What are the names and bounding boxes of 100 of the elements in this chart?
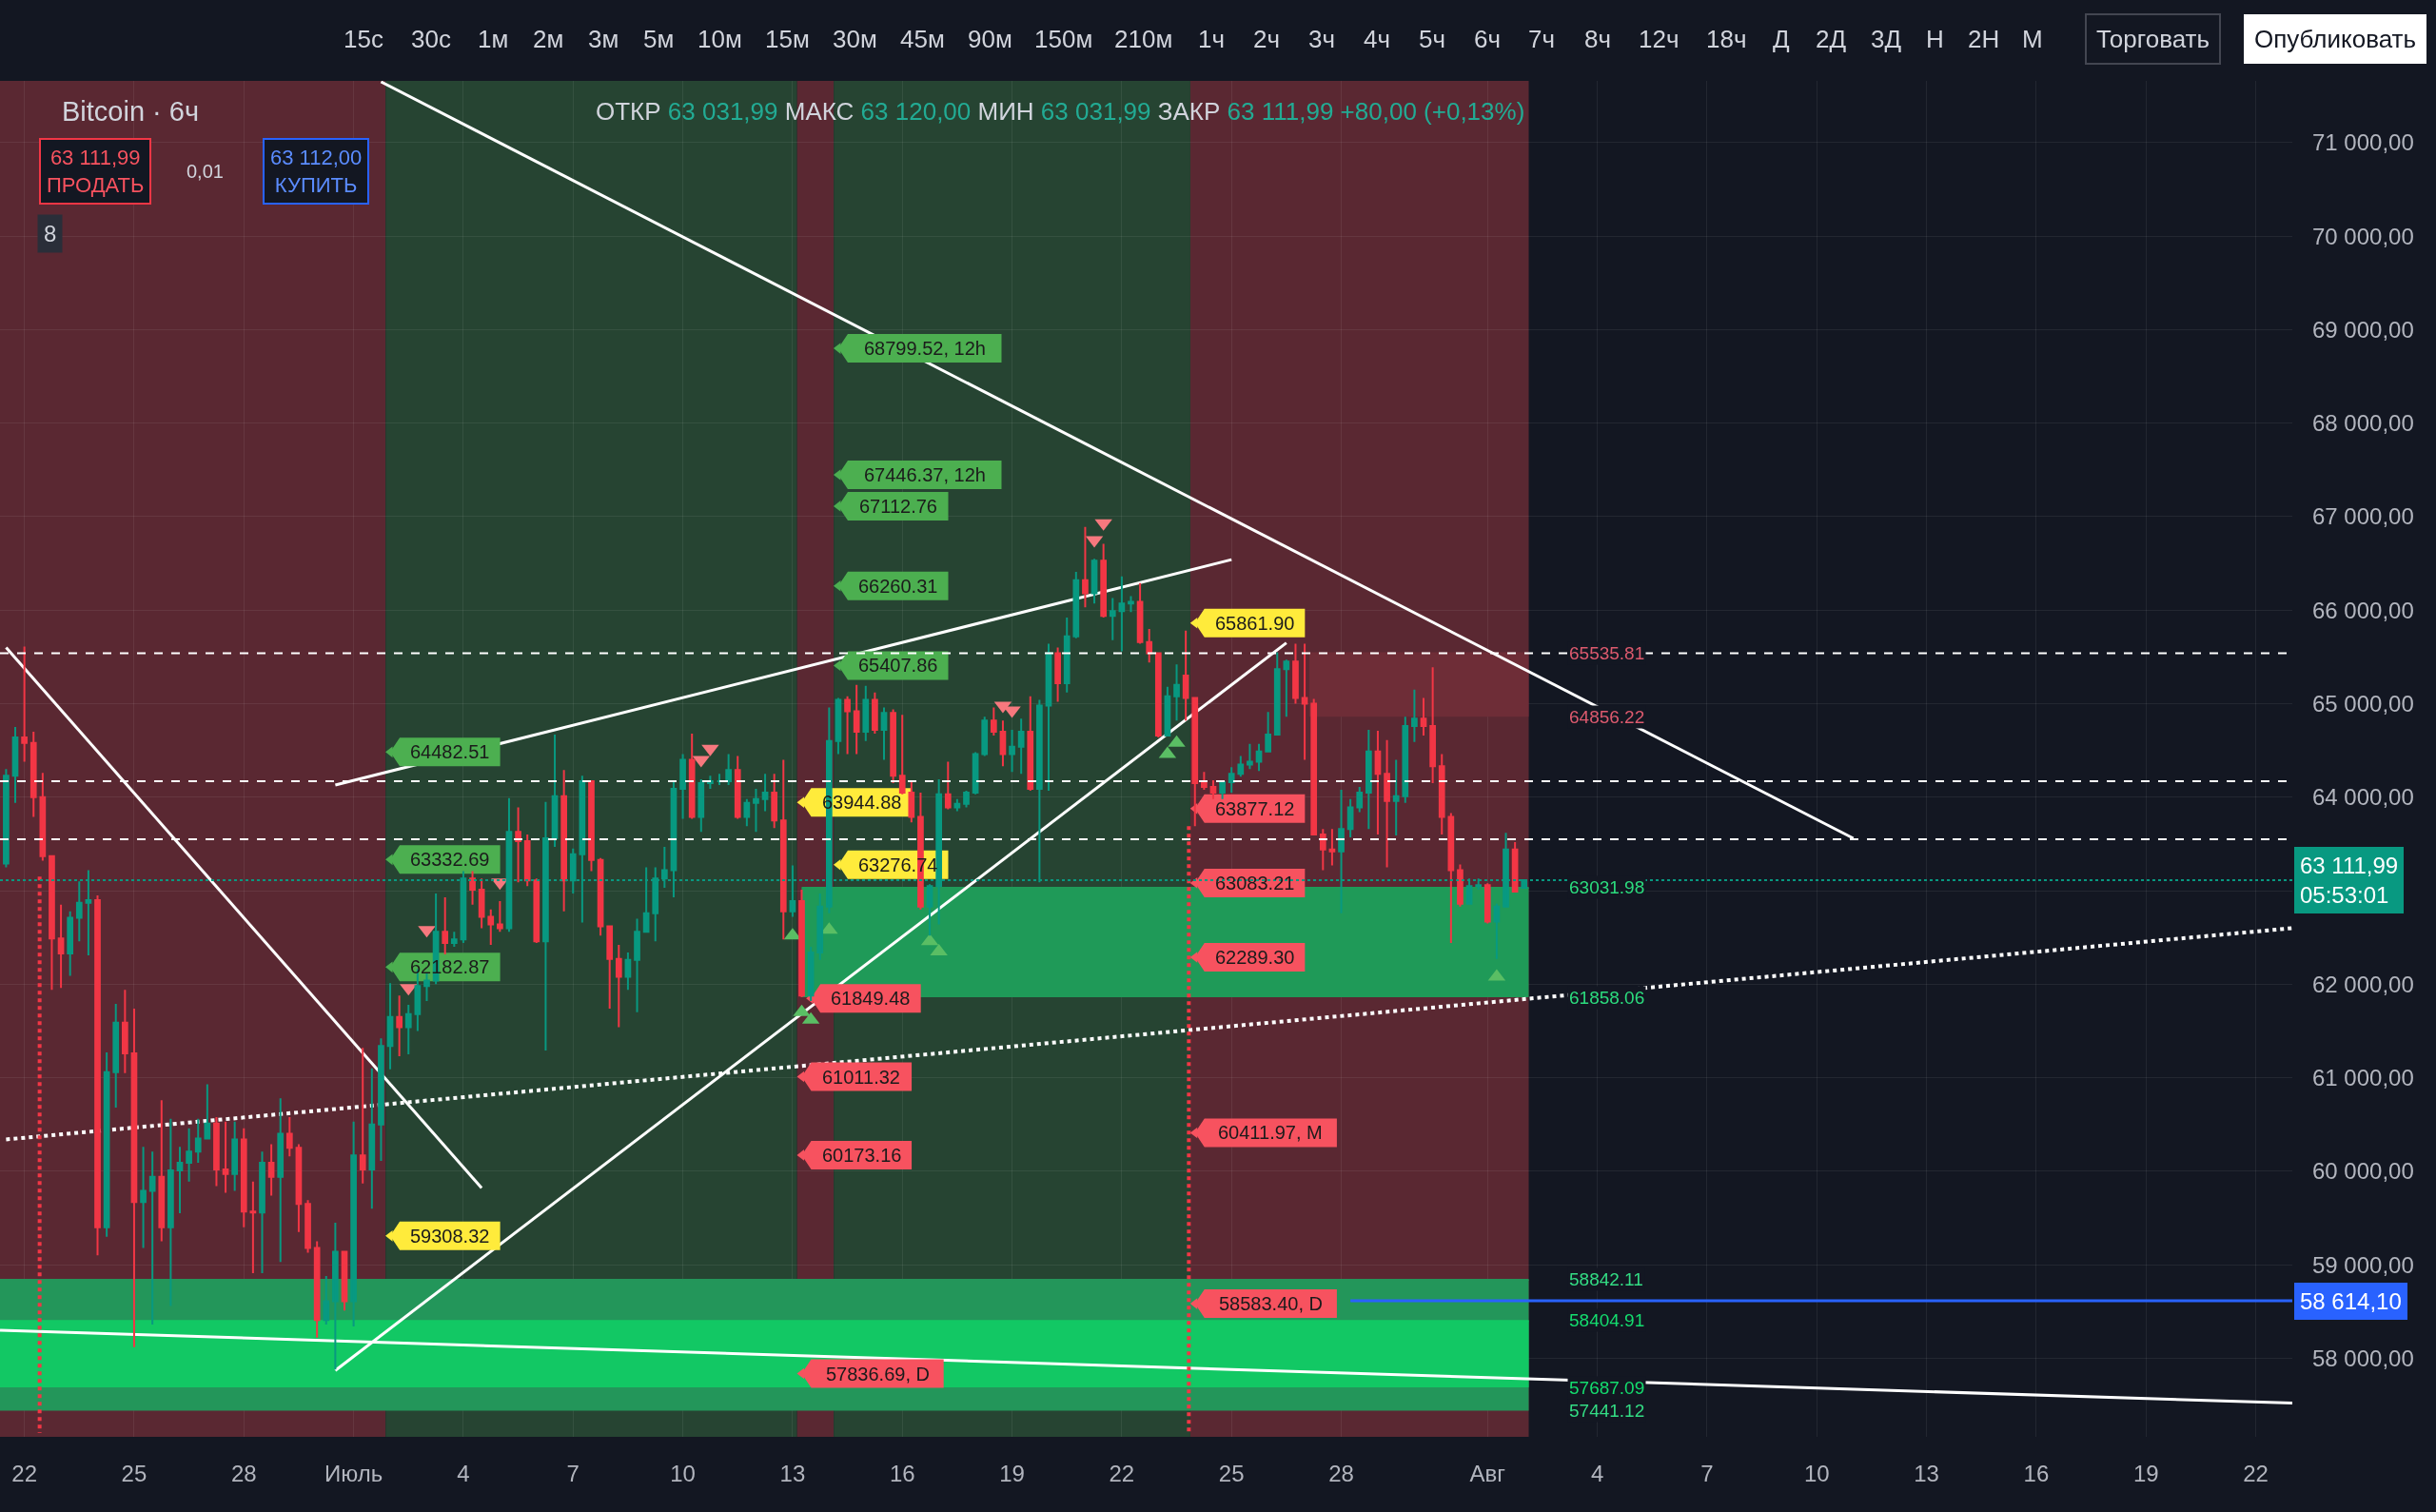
candlestick [3,768,10,869]
candlestick [130,1007,138,1348]
x-tick-label: 19 [999,1461,1025,1486]
candlestick [1411,688,1418,743]
candlestick [341,1250,348,1312]
text: 30с [411,25,451,53]
text: 7ч [1528,25,1556,53]
candlestick [140,1146,147,1249]
candlestick [478,877,485,930]
y-tick-label: 67 000,00 [2312,503,2414,530]
candlestick [606,925,614,1010]
x-tick-label: Июль [324,1461,383,1486]
candlestick [267,1143,275,1197]
candlestick [1054,646,1061,703]
candlestick [1118,575,1126,653]
x-tick-label: 7 [1700,1461,1714,1486]
candlestick [194,1117,202,1165]
candlestick [497,899,503,933]
candlestick [1319,828,1326,872]
data-label: 63332.69 [410,849,490,870]
candlestick [1173,663,1180,722]
candlestick [1283,658,1290,718]
y-tick-label: 65 000,00 [2312,690,2414,717]
y-tick-label: 59 000,00 [2312,1251,2414,1278]
text: Bitcoin · 6ч [62,96,200,128]
candlestick [734,755,741,820]
annotation: 58842.11 [1569,1269,1643,1289]
candlestick [1420,697,1427,736]
candlestick [1273,651,1281,736]
candlestick [378,1037,384,1163]
data-label: 61849.48 [831,988,911,1009]
text: Опубликовать [2254,25,2417,53]
annotation: 58404.91 [1569,1310,1645,1330]
candlestick [771,773,778,830]
data-label: 57836.69, D [826,1364,930,1384]
data-label: 63083.21 [1215,873,1295,893]
y-tick-label: 64 000,00 [2312,784,2414,811]
candlestick [624,951,632,992]
candlestick [551,733,559,848]
candlestick [990,706,997,736]
candlestick [1209,779,1217,800]
candlestick [688,732,696,820]
candlestick [1009,729,1015,774]
text: 6ч [1474,25,1502,53]
text: 45м [900,25,945,53]
candlestick [396,994,403,1058]
candlestick [634,917,640,1013]
candlestick [890,708,896,785]
annotation: 8 [44,221,57,246]
text: 3м [588,25,619,53]
candlestick [1182,629,1189,722]
candlestick [112,1002,120,1109]
candlestick [963,789,970,809]
candlestick [1374,730,1382,836]
candlestick [450,931,458,949]
candlestick [1493,902,1501,960]
text: Н [1926,25,1944,53]
candlestick [1247,742,1253,771]
text: Торговать [2096,25,2210,53]
text: 4ч [1364,25,1391,53]
candlestick [880,706,888,761]
candlestick [588,780,595,873]
candlestick [259,1150,265,1275]
y-tick-label: 66 000,00 [2312,597,2414,623]
candlestick [1063,617,1071,694]
candlestick [148,1150,156,1326]
candlestick [1384,738,1390,869]
x-tick-label: 10 [670,1461,696,1486]
data-label: 68799.52, 12h [864,338,986,359]
y-tick-label: 69 000,00 [2312,316,2414,343]
data-label: 60173.16 [822,1145,902,1166]
y-tick-label: 68 000,00 [2312,410,2414,437]
candlestick [29,731,37,818]
text: 15м [765,25,810,53]
data-label: 65407.86 [858,655,938,676]
y-tick-label: 71 000,00 [2312,129,2414,156]
candlestick [1447,812,1455,945]
annotation: 63 111,99 ПРОДАТЬ [47,146,145,197]
candlestick [1237,755,1245,778]
candlestick [1219,779,1226,800]
candlestick [953,797,961,813]
candlestick [11,726,19,804]
text: Д [1773,25,1790,53]
candlestick [1301,642,1308,761]
candlestick [523,834,531,888]
candlestick [697,778,705,834]
candlestick [249,1180,257,1275]
annotation: 57441.12 [1569,1401,1645,1421]
candlestick [1483,882,1491,925]
candlestick [94,893,101,1257]
candlestick [898,714,906,795]
candlestick [1429,666,1436,785]
candlestick [944,760,952,811]
text: 15с [344,25,383,53]
x-tick-label: 16 [2023,1461,2050,1486]
data-label: 62182.87 [410,956,490,977]
text: 150м [1034,25,1093,53]
candlestick [1082,525,1089,609]
annotation: 0,01 [187,161,224,182]
candlestick [21,645,28,763]
